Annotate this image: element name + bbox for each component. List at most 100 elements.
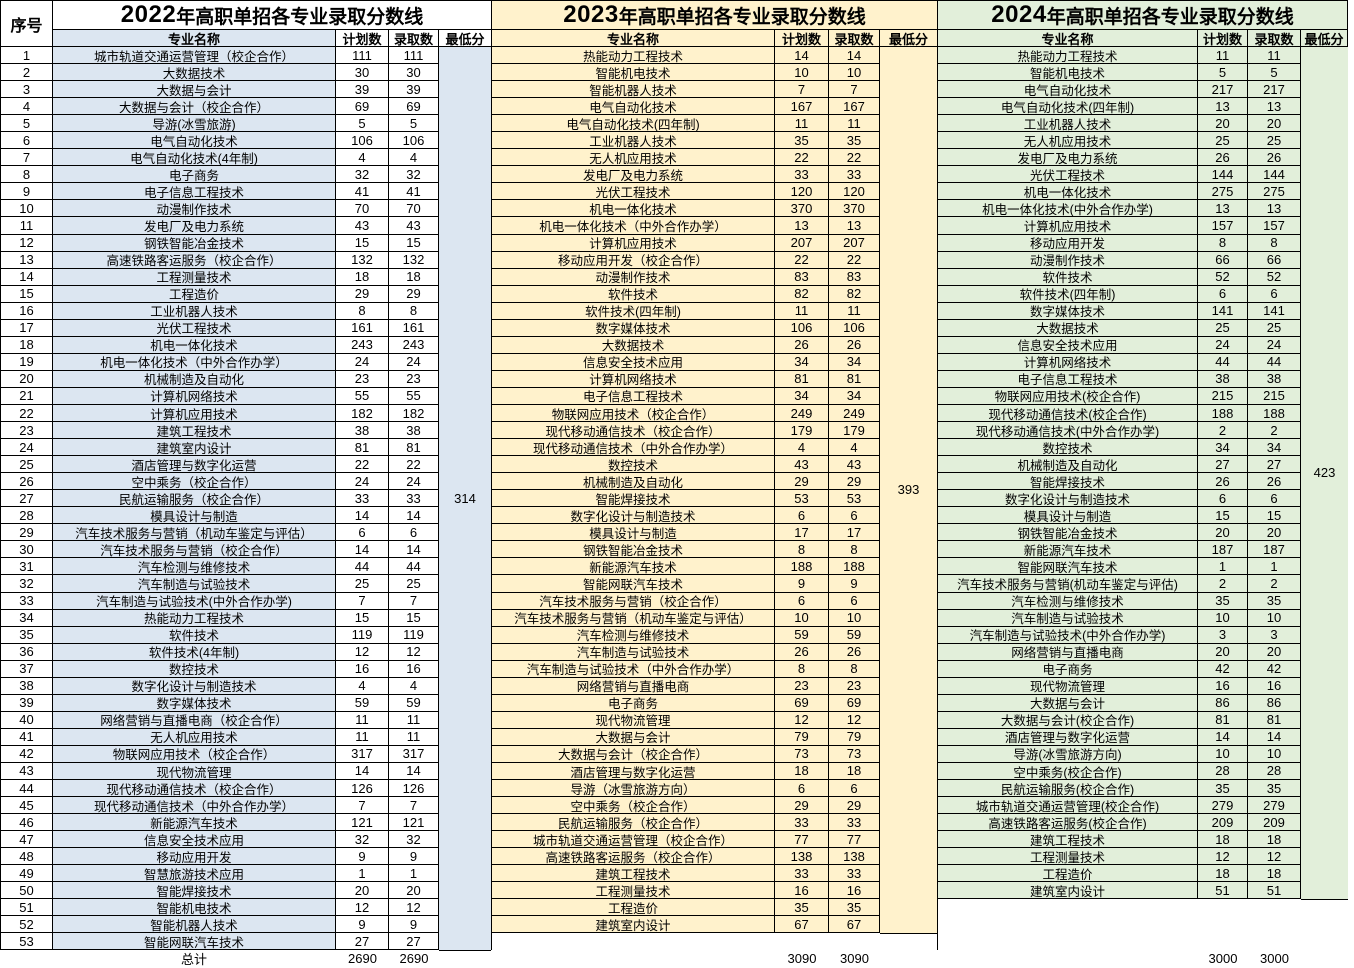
table-row: 空中乘务(校企合作) 28 28 — [938, 762, 1301, 781]
table-row: 民航运输服务(校企合作) 35 35 — [938, 780, 1301, 798]
table-row: 汽车技术服务与营销（校企合作） 6 6 — [492, 592, 880, 610]
col-header-plan-count: 计划数 — [336, 30, 389, 47]
serial-cell: 45 — [1, 797, 52, 815]
admit-count-cell: 25 — [1248, 132, 1301, 150]
table-row: 现代移动通信技术（校企合作） 179 179 — [492, 422, 880, 440]
admit-count-cell: 55 — [389, 387, 439, 405]
plan-count-cell: 119 — [336, 626, 389, 644]
plan-count-cell: 20 — [1198, 643, 1248, 661]
plan-count-cell: 26 — [1198, 149, 1248, 167]
admit-count-cell: 33 — [829, 865, 880, 883]
plan-count-cell: 23 — [775, 677, 829, 695]
admit-count-cell: 4 — [389, 677, 439, 695]
section-title-2023: 2023 年高职单招各专业录取分数线 — [492, 1, 937, 30]
admit-count-cell: 43 — [829, 456, 880, 474]
table-row: 建筑工程技术 33 33 — [492, 865, 880, 883]
table-row: 空中乘务（校企合作） 24 24 — [53, 473, 439, 491]
plan-count-cell: 12 — [1198, 848, 1248, 866]
plan-count-cell: 32 — [336, 831, 389, 849]
table-row: 模具设计与制造 14 14 — [53, 507, 439, 525]
plan-count-cell: 39 — [336, 81, 389, 99]
table-row: 汽车技术服务与营销（机动车鉴定与评估） 10 10 — [492, 609, 880, 627]
major-name-cell: 酒店管理与数字化运营 — [492, 762, 775, 781]
serial-cell: 21 — [1, 388, 52, 405]
table-row: 光伏工程技术 120 120 — [492, 183, 880, 201]
admit-count-cell: 16 — [1248, 677, 1301, 695]
col-header-plan-count: 计划数 — [1198, 30, 1248, 47]
total-min-spacer-2023 — [880, 950, 938, 967]
plan-count-cell: 121 — [336, 814, 389, 832]
table-row: 软件技术 82 82 — [492, 285, 880, 303]
major-name-cell: 发电厂及电力系统 — [53, 217, 336, 235]
major-name-cell: 大数据与会计(校企合作) — [938, 711, 1198, 729]
admit-count-cell: 18 — [829, 762, 880, 781]
major-name-cell: 模具设计与制造 — [938, 507, 1198, 525]
plan-count-cell: 207 — [775, 234, 829, 252]
serial-cell: 23 — [1, 422, 52, 440]
plan-count-cell: 32 — [336, 166, 389, 184]
table-row: 无人机应用技术 22 22 — [492, 149, 880, 167]
admit-count-cell: 81 — [829, 370, 880, 388]
total-plan-2023: 3090 — [787, 951, 817, 967]
major-name-cell: 信息安全技术应用 — [53, 831, 336, 849]
plan-count-cell: 24 — [336, 353, 389, 371]
major-name-cell: 机械制造及自动化 — [53, 370, 336, 388]
major-name-cell: 软件技术(四年制) — [492, 302, 775, 320]
major-name-cell: 电子信息工程技术 — [938, 370, 1198, 388]
table-row: 汽车制造与试验技术 25 25 — [53, 575, 439, 593]
plan-count-cell: 81 — [775, 370, 829, 388]
plan-count-cell: 18 — [1198, 865, 1248, 883]
admit-count-cell: 6 — [829, 507, 880, 525]
plan-count-cell: 43 — [775, 456, 829, 474]
section-2022: 2022 年高职单招各专业录取分数线 专业名称 计划数 录取数 最低分 城市轨道交… — [52, 0, 491, 951]
admit-count-cell: 14 — [389, 762, 439, 781]
table-row: 机械制造及自动化 27 27 — [938, 456, 1301, 474]
major-name-cell: 新能源汽车技术 — [53, 814, 336, 832]
admit-count-cell: 66 — [1248, 251, 1301, 269]
plan-count-cell: 25 — [1198, 132, 1248, 150]
table-row: 大数据与会计（校企合作） 69 69 — [53, 98, 439, 116]
major-name-cell: 空中乘务（校企合作） — [492, 797, 775, 815]
table-row: 现代移动通信技术（中外合作办学） 4 4 — [492, 439, 880, 457]
admit-count-cell: 16 — [829, 882, 880, 900]
serial-cell: 27 — [1, 490, 52, 508]
major-name-cell: 新能源汽车技术 — [492, 558, 775, 576]
table-row: 热能动力工程技术 11 11 — [938, 47, 1301, 65]
table-row: 智能网联汽车技术 1 1 — [938, 558, 1301, 576]
table-row: 信息安全技术应用 24 24 — [938, 336, 1301, 354]
serial-cell: 38 — [1, 678, 52, 695]
major-name-cell: 工程造价 — [938, 865, 1198, 883]
major-name-cell: 机电一体化技术（中外合作办学） — [492, 217, 775, 235]
plan-count-cell: 182 — [336, 404, 389, 423]
table-row: 导游(冰雪旅游) 5 5 — [53, 115, 439, 133]
serial-cell: 40 — [1, 712, 52, 729]
major-name-cell: 导游(冰雪旅游) — [53, 115, 336, 133]
admit-count-cell: 6 — [389, 524, 439, 542]
table-row: 智能焊接技术 20 20 — [53, 882, 439, 900]
plan-count-cell: 12 — [775, 711, 829, 729]
admit-count-cell: 43 — [389, 217, 439, 235]
title-text: 年高职单招各专业录取分数线 — [176, 6, 424, 28]
plan-count-cell: 18 — [1198, 831, 1248, 849]
admit-count-cell: 8 — [829, 541, 880, 559]
table-row: 智慧旅游技术应用 1 1 — [53, 865, 439, 883]
plan-count-cell: 15 — [336, 609, 389, 627]
table-row: 建筑室内设计 67 67 — [492, 916, 880, 934]
total-admit-2023: 3090 — [840, 951, 869, 967]
admit-count-cell: 8 — [389, 302, 439, 320]
table-row: 智能焊接技术 26 26 — [938, 473, 1301, 491]
admit-count-cell: 182 — [389, 404, 439, 423]
major-name-cell: 电气自动化技术 — [492, 98, 775, 116]
major-name-cell: 光伏工程技术 — [53, 319, 336, 337]
admit-count-cell: 317 — [389, 745, 439, 763]
table-row: 无人机应用技术 11 11 — [53, 728, 439, 746]
plan-count-cell: 16 — [336, 660, 389, 678]
plan-count-cell: 126 — [336, 780, 389, 798]
table-row: 钢铁智能冶金技术 8 8 — [492, 541, 880, 559]
admit-count-cell: 22 — [829, 251, 880, 269]
major-name-cell: 现代移动通信技术（中外合作办学） — [53, 797, 336, 815]
table-row: 数字媒体技术 141 141 — [938, 302, 1301, 320]
plan-count-cell: 9 — [336, 916, 389, 934]
major-name-cell: 软件技术(4年制) — [53, 643, 336, 661]
major-name-cell: 钢铁智能冶金技术 — [492, 541, 775, 559]
